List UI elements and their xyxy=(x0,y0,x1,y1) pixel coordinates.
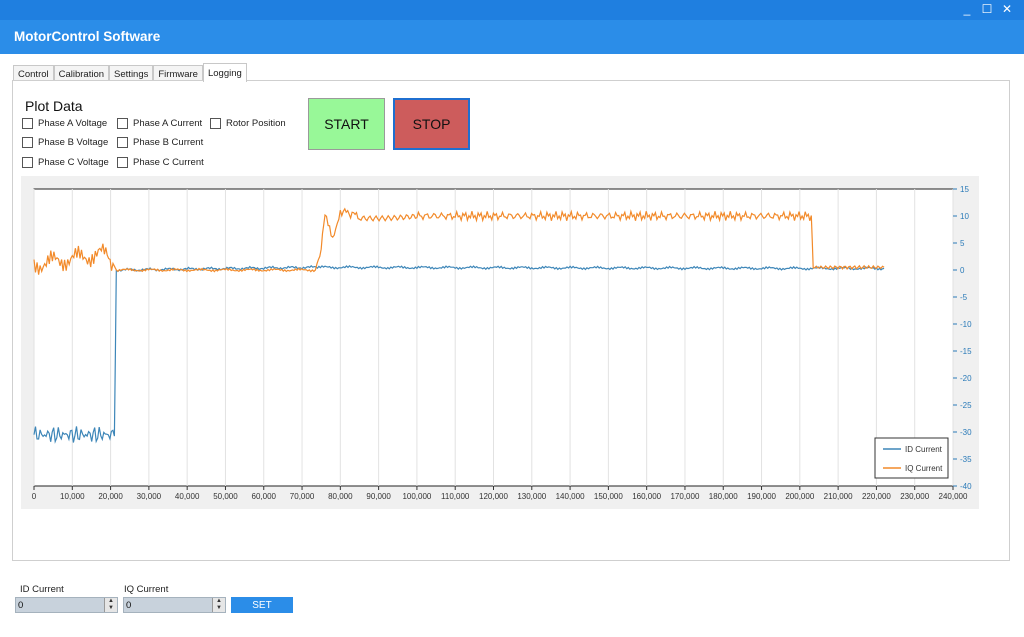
y-tick-label: -20 xyxy=(960,374,972,383)
checkbox-box[interactable] xyxy=(210,118,221,129)
legend-label: ID Current xyxy=(905,445,943,454)
x-tick-label: 110,000 xyxy=(441,492,470,501)
y-tick-label: -15 xyxy=(960,347,972,356)
x-tick-label: 40,000 xyxy=(175,492,200,501)
iq-current-stepper[interactable]: 0 ▲ ▼ xyxy=(123,597,226,613)
series-line-iq xyxy=(33,207,885,275)
y-tick-label: -30 xyxy=(960,428,972,437)
checkbox-label: Phase C Current xyxy=(133,157,204,168)
id-current-stepper[interactable]: 0 ▲ ▼ xyxy=(15,597,118,613)
checkbox-box[interactable] xyxy=(117,157,128,168)
x-tick-label: 180,000 xyxy=(709,492,738,501)
maximize-icon[interactable]: ☐ xyxy=(981,2,993,16)
app-header: MotorControl Software xyxy=(0,20,1024,54)
stop-button[interactable]: STOP xyxy=(393,98,470,150)
x-tick-label: 20,000 xyxy=(98,492,123,501)
y-tick-label: 15 xyxy=(960,185,969,194)
iq-current-label: IQ Current xyxy=(124,584,169,595)
y-tick-label: -10 xyxy=(960,320,972,329)
x-tick-label: 0 xyxy=(32,492,37,501)
x-tick-label: 140,000 xyxy=(556,492,585,501)
id-current-value[interactable]: 0 xyxy=(18,600,24,611)
x-tick-label: 190,000 xyxy=(747,492,776,501)
window-titlebar: _ ☐ ✕ xyxy=(0,0,1024,20)
x-tick-label: 200,000 xyxy=(785,492,814,501)
minimize-icon[interactable]: _ xyxy=(963,2,971,16)
y-tick-label: -5 xyxy=(960,293,968,302)
tab-calibration[interactable]: Calibration xyxy=(53,65,110,82)
checkbox-label: Phase A Voltage xyxy=(38,118,108,129)
x-tick-label: 130,000 xyxy=(517,492,546,501)
x-tick-label: 100,000 xyxy=(402,492,431,501)
x-tick-label: 240,000 xyxy=(939,492,968,501)
y-tick-label: -25 xyxy=(960,401,972,410)
x-tick-label: 90,000 xyxy=(366,492,391,501)
chart-legend xyxy=(874,437,949,479)
tab-firmware[interactable]: Firmware xyxy=(153,65,203,82)
checkbox-label: Rotor Position xyxy=(226,118,286,129)
x-tick-label: 60,000 xyxy=(252,492,277,501)
checkbox-phase-a-voltage[interactable]: Phase A Voltage xyxy=(22,118,107,129)
stepper-arrows-icon[interactable]: ▲ ▼ xyxy=(212,598,225,612)
tab-logging[interactable]: Logging xyxy=(202,63,247,82)
checkbox-label: Phase C Voltage xyxy=(38,157,109,168)
checkbox-phase-a-current[interactable]: Phase A Current xyxy=(117,118,202,129)
x-tick-label: 230,000 xyxy=(900,492,929,501)
x-tick-label: 220,000 xyxy=(862,492,891,501)
plot-data-title: Plot Data xyxy=(25,98,83,114)
tab-strip: Control Calibration Settings Firmware Lo… xyxy=(13,63,247,82)
y-tick-label: 10 xyxy=(960,212,969,221)
x-tick-label: 160,000 xyxy=(632,492,661,501)
x-tick-label: 150,000 xyxy=(594,492,623,501)
checkbox-label: Phase A Current xyxy=(133,118,203,129)
line-chart: 0 10,000 20,000 30,000 40,000 50,000 60,000 70,… xyxy=(32,185,972,501)
x-tick-label: 80,000 xyxy=(328,492,353,501)
x-tick-label: 210,000 xyxy=(824,492,853,501)
tab-control[interactable]: Control xyxy=(13,65,54,82)
y-tick-label: -35 xyxy=(960,455,972,464)
tab-settings[interactable]: Settings xyxy=(109,65,154,82)
legend-label: IQ Current xyxy=(905,464,943,473)
checkbox-phase-b-current[interactable]: Phase B Current xyxy=(117,137,203,148)
start-button[interactable]: START xyxy=(308,98,385,150)
x-tick-label: 10,000 xyxy=(60,492,85,501)
id-current-label: ID Current xyxy=(20,584,64,595)
chart-area: 0 10,000 20,000 30,000 40,000 50,000 60,000 70,… xyxy=(21,176,979,509)
x-tick-label: 50,000 xyxy=(213,492,238,501)
y-tick-label: -40 xyxy=(960,482,972,491)
iq-current-value[interactable]: 0 xyxy=(126,600,132,611)
close-icon[interactable]: ✕ xyxy=(1001,2,1013,16)
checkbox-phase-b-voltage[interactable]: Phase B Voltage xyxy=(22,137,108,148)
checkbox-box[interactable] xyxy=(117,118,128,129)
x-tick-label: 170,000 xyxy=(670,492,699,501)
checkbox-label: Phase B Current xyxy=(133,137,204,148)
checkbox-rotor-position[interactable]: Rotor Position xyxy=(210,118,286,129)
x-tick-label: 70,000 xyxy=(290,492,315,501)
y-tick-label: 0 xyxy=(960,266,965,275)
app-title: MotorControl Software xyxy=(14,29,161,44)
y-tick-label: 5 xyxy=(960,239,965,248)
checkbox-box[interactable] xyxy=(22,157,33,168)
checkbox-phase-c-voltage[interactable]: Phase C Voltage xyxy=(22,157,109,168)
checkbox-box[interactable] xyxy=(22,137,33,148)
checkbox-box[interactable] xyxy=(22,118,33,129)
checkbox-label: Phase B Voltage xyxy=(38,137,109,148)
checkbox-box[interactable] xyxy=(117,137,128,148)
checkbox-phase-c-current[interactable]: Phase C Current xyxy=(117,157,204,168)
x-tick-label: 30,000 xyxy=(137,492,162,501)
x-tick-label: 120,000 xyxy=(479,492,508,501)
stepper-arrows-icon[interactable]: ▲ ▼ xyxy=(104,598,117,612)
set-button[interactable]: SET xyxy=(231,597,293,613)
